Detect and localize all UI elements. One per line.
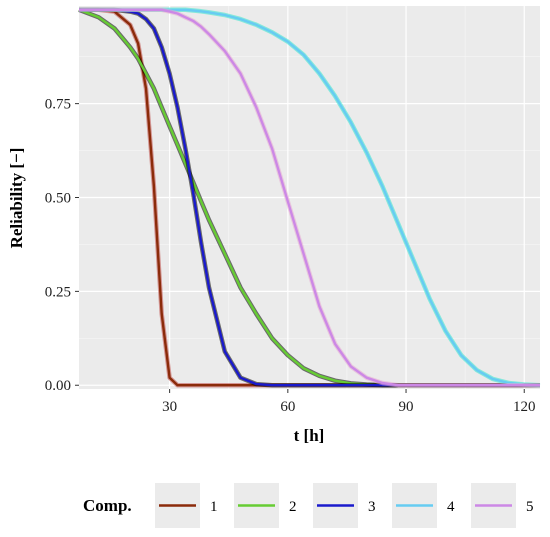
x-tick-label: 30: [162, 399, 177, 415]
legend-label-4: 4: [447, 499, 455, 515]
series-layer: [78, 7, 541, 388]
x-tick-label: 120: [513, 399, 536, 415]
x-axis-title: t [h]: [294, 426, 325, 445]
tick-labels: 30 60 90 120 0.00 0.25 0.50 0.75: [45, 97, 536, 415]
legend: Comp. 1 2 3 4 5: [83, 483, 534, 528]
legend-label-3: 3: [368, 499, 376, 515]
x-tick-label: 60: [280, 399, 295, 415]
y-tick-label: 0.25: [45, 284, 71, 300]
y-tick-label: 0.00: [45, 378, 71, 394]
legend-label-5: 5: [526, 499, 534, 515]
y-tick-label: 0.75: [45, 97, 71, 113]
x-tick-label: 90: [399, 399, 414, 415]
y-axis-title: Reliability [−]: [7, 148, 26, 249]
legend-title: Comp.: [83, 496, 132, 515]
y-tick-label: 0.50: [45, 191, 71, 207]
series-line-5: [79, 8, 540, 387]
legend-label-1: 1: [210, 499, 218, 515]
legend-label-2: 2: [289, 499, 297, 515]
